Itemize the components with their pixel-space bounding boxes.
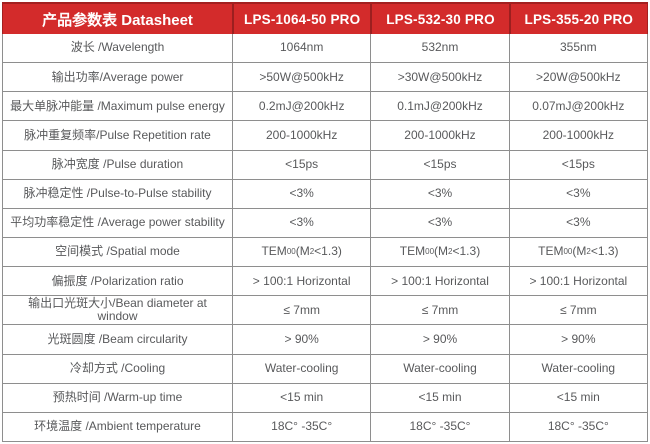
param-value: 532nm (371, 34, 510, 63)
param-value: TEM 00 (M 2 <1.3) (371, 237, 510, 267)
param-value: 0.2mJ@200kHz (233, 92, 372, 121)
table-row: 冷却方式 /Cooling Water-cooling Water-cooling W… (3, 354, 647, 384)
param-value: >20W@500kHz (536, 69, 621, 84)
param-value: TEM 00 (M 2 <1.3) (538, 244, 619, 259)
param-value: 0.07mJ@200kHz (532, 98, 625, 113)
param-label: 平均功率稳定性 /Average power stability (3, 208, 233, 237)
param-value: <15ps (371, 150, 510, 179)
param-value: <15ps (233, 150, 372, 179)
param-label: 波长 /Wavelength (3, 34, 233, 63)
param-label: 输出功率/Average power (3, 63, 233, 92)
param-value: <15 min (556, 390, 600, 405)
column-header-lps-1064-50-pro: LPS-1064-50 PRO (234, 4, 373, 34)
param-value: ≤ 7mm (371, 296, 510, 325)
param-value: <15 min (371, 383, 510, 412)
param-value: TEM 00 (M 2 <1.3) (233, 237, 372, 267)
param-value: 18C° -35C° (547, 419, 609, 434)
param-value: 200-1000kHz (233, 121, 372, 150)
table-row: 脉冲重复频率/Pulse Repetition rate 200-1000kHz 2… (3, 121, 647, 151)
param-value: <3% (371, 179, 510, 208)
param-value: 18C° -35C° (233, 412, 372, 441)
param-value: > 100:1 Horizontal (529, 273, 628, 288)
table-row: 平均功率稳定性 /Average power stability <3% <3% <3… (3, 208, 647, 238)
table-header: 产品参数表 Datasheet LPS-1064-50 PRO LPS-532-… (2, 2, 648, 34)
param-value: 355nm (559, 40, 597, 55)
param-value: ≤ 7mm (560, 302, 597, 317)
param-value: Water-cooling (541, 361, 616, 376)
param-value: 200-1000kHz (371, 121, 510, 150)
param-value: > 90% (233, 325, 372, 354)
column-header-lps-532-30-pro: LPS-532-30 PRO (372, 4, 511, 34)
table-row: 空间模式 /Spatial mode TEM 00 (M 2 <1.3) TEM 00 (M 2 <… (3, 237, 647, 268)
column-header-lps-355-20-pro: LPS-355-20 PRO (510, 4, 648, 34)
table-row: 偏振度 /Polarization ratio > 100:1 Horizonta… (3, 267, 647, 297)
param-value: 18C° -35C° (371, 412, 510, 441)
param-value: Water-cooling (233, 354, 372, 383)
table-row: 最大单脉冲能量 /Maximum pulse energy 0.2mJ@200kH… (3, 92, 647, 122)
param-value: > 100:1 Horizontal (371, 267, 510, 296)
param-value: <3% (371, 208, 510, 237)
param-value: 1064nm (233, 34, 372, 63)
param-label: 脉冲宽度 /Pulse duration (3, 150, 233, 179)
param-value: Water-cooling (371, 354, 510, 383)
param-value: <3% (566, 186, 591, 201)
param-value: > 90% (371, 325, 510, 354)
table-row: 脉冲稳定性 /Pulse-to-Pulse stability <3% <3% <3% (3, 179, 647, 209)
param-value: ≤ 7mm (233, 296, 372, 325)
param-label: 偏振度 /Polarization ratio (3, 267, 233, 296)
param-value: >50W@500kHz (233, 63, 372, 92)
table-row: 环境温度 /Ambient temperature 18C° -35C° 18C° … (3, 412, 647, 441)
param-label: 冷却方式 /Cooling (3, 354, 233, 383)
param-value: > 90% (561, 331, 596, 346)
param-value: 200-1000kHz (542, 127, 615, 142)
param-value: 0.1mJ@200kHz (371, 92, 510, 121)
param-value: <3% (566, 215, 591, 230)
param-value: <15 min (233, 383, 372, 412)
param-label: 脉冲重复频率/Pulse Repetition rate (3, 121, 233, 150)
table-row: 脉冲宽度 /Pulse duration <15ps <15ps <15ps (3, 150, 647, 180)
table-row: 光斑圆度 /Beam circularity > 90% > 90% > 90% (3, 325, 647, 355)
param-value: > 100:1 Horizontal (233, 267, 372, 296)
param-label: 输出口光斑大小/Bean diameter at window (3, 296, 233, 325)
param-value: <3% (233, 208, 372, 237)
param-label: 最大单脉冲能量 /Maximum pulse energy (3, 92, 233, 121)
table-row: 输出功率/Average power >50W@500kHz >30W@500kHz… (3, 63, 647, 93)
param-label: 空间模式 /Spatial mode (3, 237, 233, 267)
param-label: 环境温度 /Ambient temperature (3, 412, 233, 441)
table-row: 预热时间 /Warm-up time <15 min <15 min <15 min (3, 383, 647, 413)
param-label: 预热时间 /Warm-up time (3, 383, 233, 412)
param-value: <15ps (561, 157, 595, 172)
table-row: 输出口光斑大小/Bean diameter at window ≤ 7mm ≤ 7m… (3, 296, 647, 326)
param-label: 脉冲稳定性 /Pulse-to-Pulse stability (3, 179, 233, 208)
table-body: 波长 /Wavelength 1064nm 532nm 355nm 输出功率/Avera… (3, 34, 647, 441)
param-label: 光斑圆度 /Beam circularity (3, 325, 233, 354)
param-value: <3% (233, 179, 372, 208)
datasheet-title: 产品参数表 Datasheet (3, 4, 234, 34)
table-row: 波长 /Wavelength 1064nm 532nm 355nm (3, 34, 647, 64)
param-value: >30W@500kHz (371, 63, 510, 92)
